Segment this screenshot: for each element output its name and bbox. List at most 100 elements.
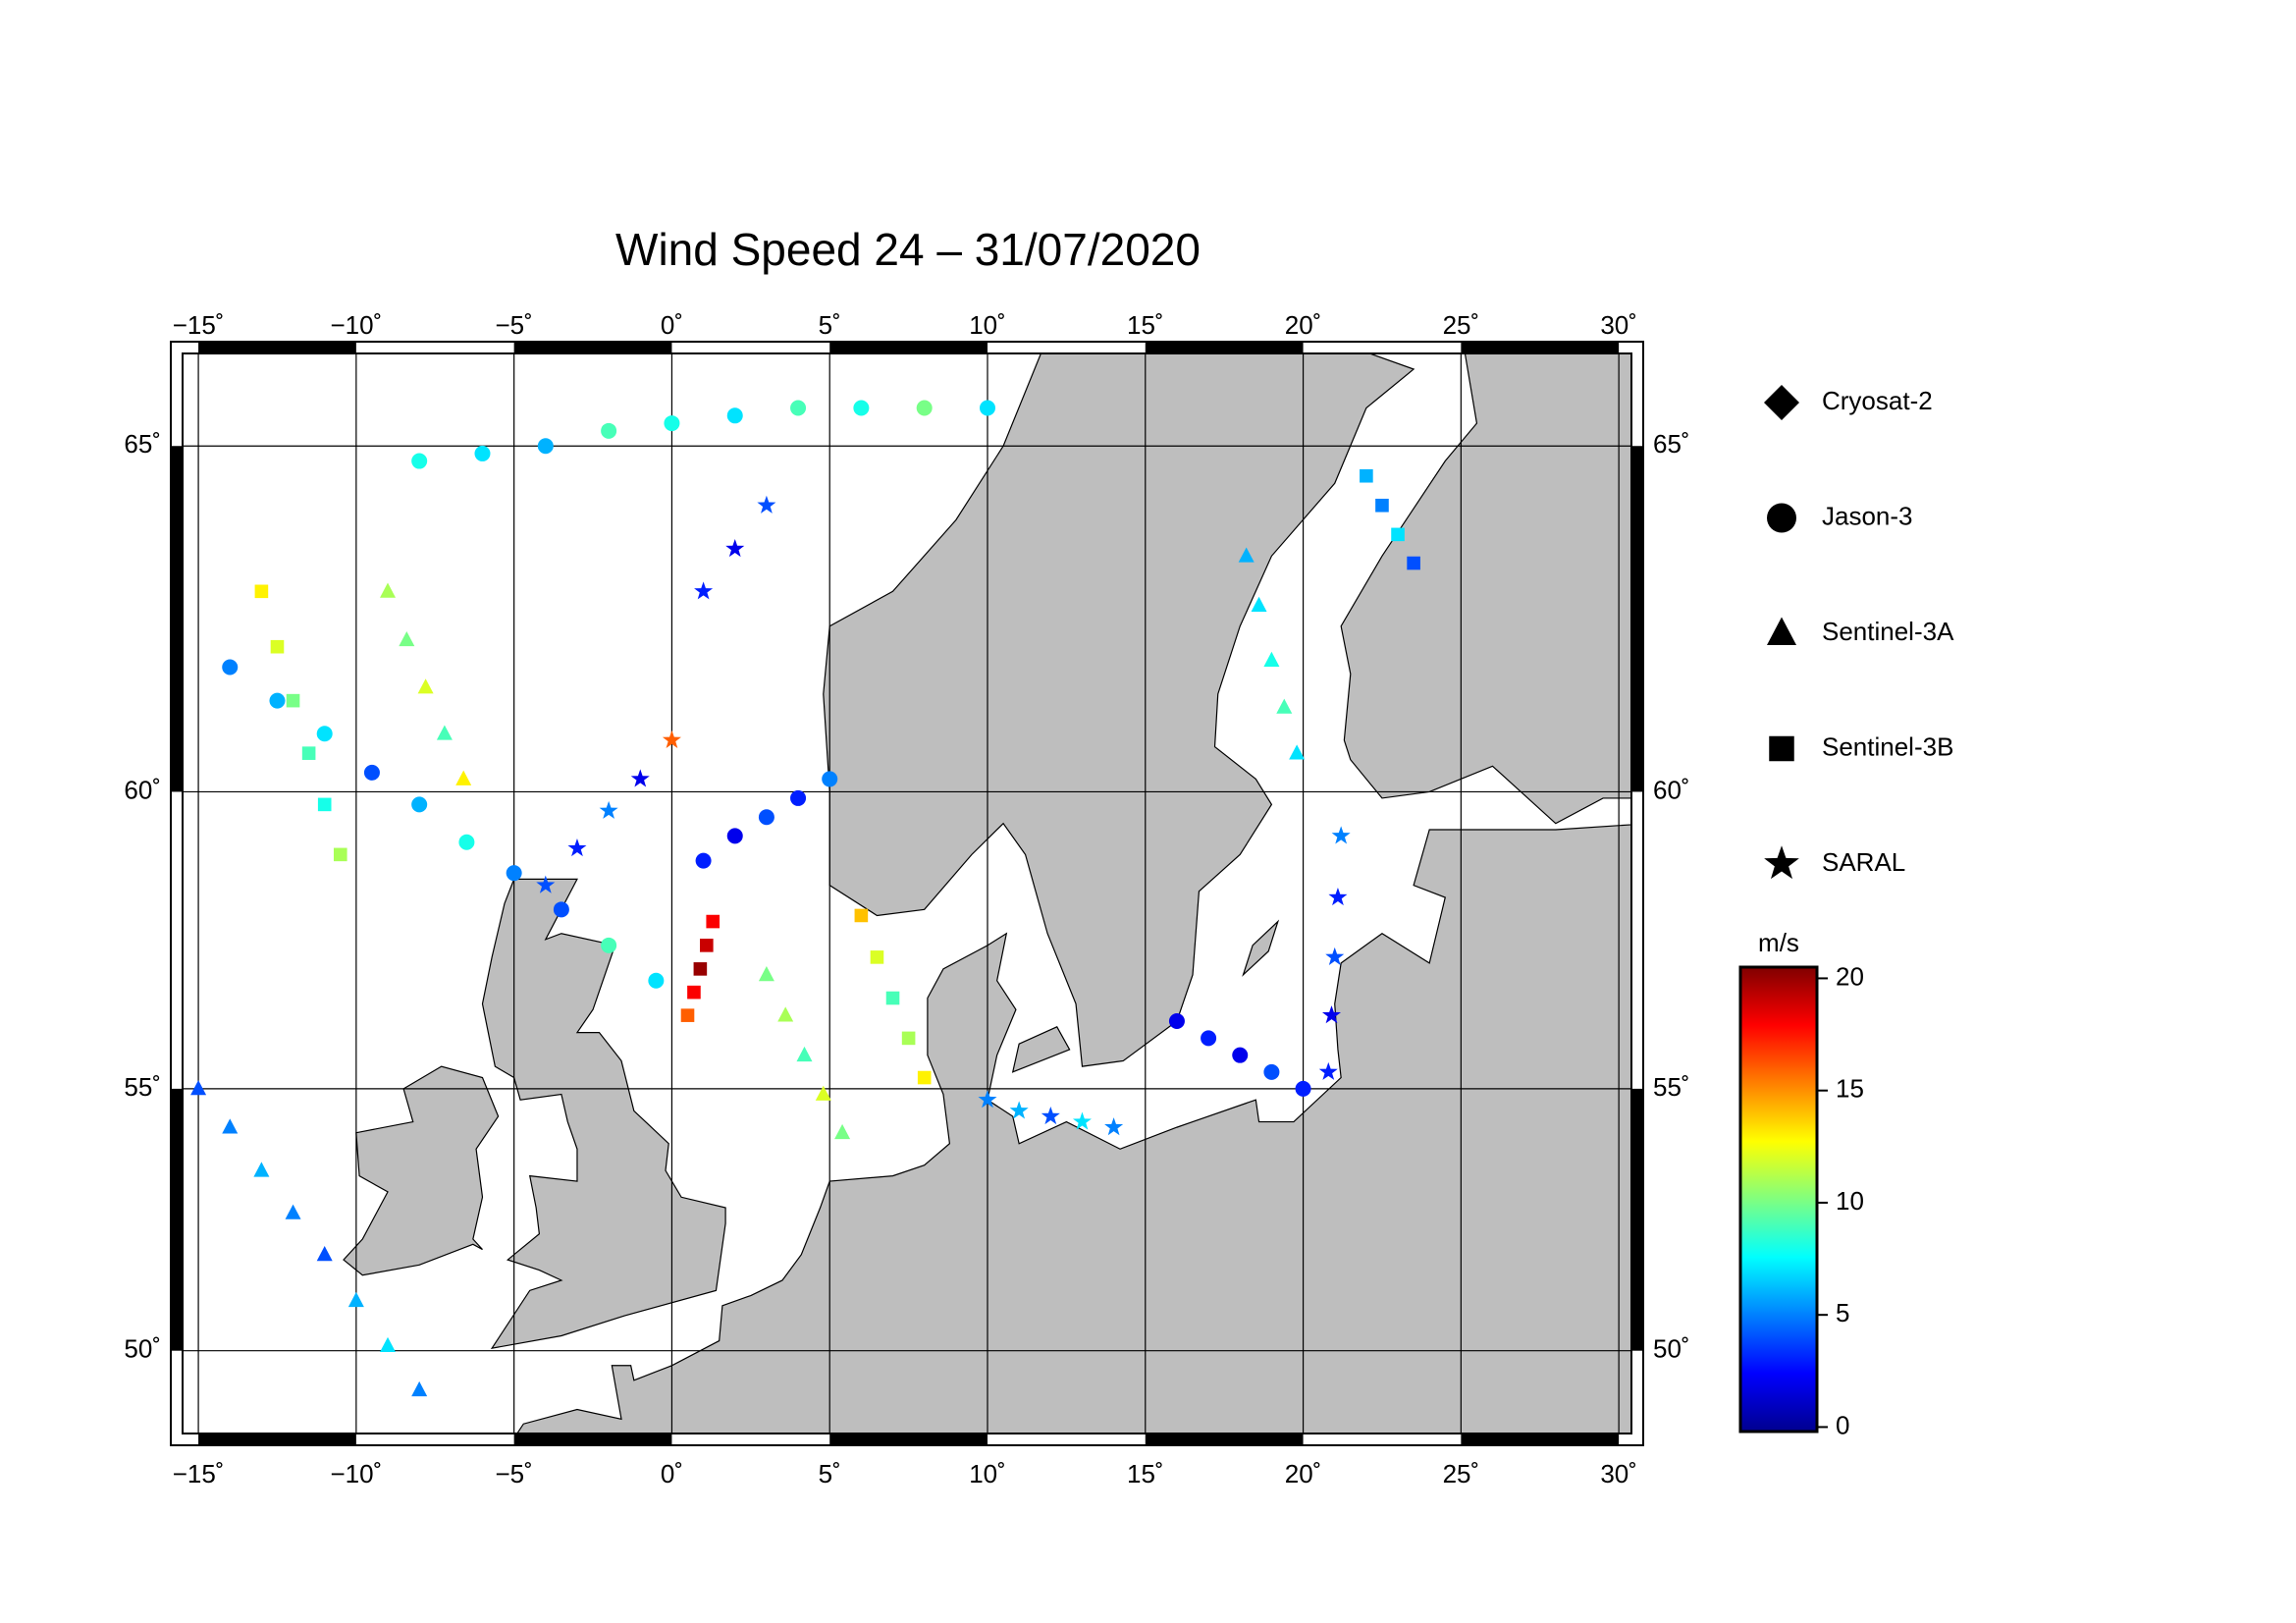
frame-segment xyxy=(1631,1088,1643,1351)
data-point xyxy=(777,1006,794,1022)
x-tick-label: 0˚ xyxy=(661,1459,683,1488)
data-point xyxy=(916,400,933,416)
legend-marker xyxy=(1764,385,1799,420)
data-point xyxy=(316,726,333,742)
x-tick-label: 10˚ xyxy=(969,1459,1006,1488)
frame-segment xyxy=(829,1434,988,1445)
data-point xyxy=(222,659,239,676)
y-tick-label: 55˚ xyxy=(124,1072,161,1102)
legend-marker xyxy=(1767,617,1796,645)
legend-marker xyxy=(1769,735,1794,762)
legend-label: Jason-3 xyxy=(1822,501,1913,530)
data-point xyxy=(834,1123,851,1140)
data-point xyxy=(1232,1047,1249,1063)
land-mass xyxy=(1340,353,1631,825)
data-point xyxy=(380,1336,397,1353)
points xyxy=(190,400,1420,1397)
colorbar-tick-label: 0 xyxy=(1836,1410,1849,1439)
data-point xyxy=(286,693,300,708)
legend-label: SARAL xyxy=(1822,847,1905,877)
data-point xyxy=(316,1246,333,1262)
data-point xyxy=(270,639,285,654)
data-point xyxy=(536,875,556,893)
x-tick-label: −15˚ xyxy=(173,1459,225,1488)
data-point xyxy=(870,950,884,964)
legend: Cryosat-2 Jason-3 Sentinel-3A Sentinel-3B SA… xyxy=(1764,385,1954,880)
y-tick-label: 50˚ xyxy=(124,1334,161,1364)
frame-segment xyxy=(171,1088,183,1351)
x-tick-label: 30˚ xyxy=(1600,1459,1637,1488)
frame-segment xyxy=(1631,446,1643,792)
y-tick-label: 65˚ xyxy=(124,429,161,459)
colorbar-tick-label: 15 xyxy=(1836,1074,1864,1104)
y-tick-label: 65˚ xyxy=(1653,429,1690,459)
data-point xyxy=(706,914,721,929)
colorbar-label: m/s xyxy=(1758,928,1799,957)
data-point xyxy=(411,453,428,469)
data-point xyxy=(601,937,617,953)
data-point xyxy=(1318,1061,1338,1080)
data-point xyxy=(700,939,714,952)
data-point xyxy=(725,538,745,558)
data-point xyxy=(980,400,995,416)
data-point xyxy=(790,789,807,806)
data-point xyxy=(363,764,380,781)
data-point xyxy=(1289,744,1306,760)
data-point xyxy=(1072,1111,1092,1130)
data-point xyxy=(190,1080,207,1096)
data-point xyxy=(253,1162,270,1177)
frame-segment xyxy=(171,446,183,792)
data-point xyxy=(687,985,701,1000)
legend-label: Sentinel-3B xyxy=(1822,731,1953,761)
y-tick-label: 60˚ xyxy=(124,775,161,804)
data-point xyxy=(758,809,774,826)
data-point xyxy=(222,1118,239,1134)
data-point xyxy=(1331,826,1351,844)
x-tick-label: −15˚ xyxy=(173,310,225,340)
land-mass xyxy=(343,1065,500,1276)
data-point xyxy=(630,769,650,787)
data-point xyxy=(553,901,569,918)
data-point xyxy=(662,730,681,748)
data-point xyxy=(1201,1030,1217,1047)
data-point xyxy=(790,400,807,416)
frame-segment xyxy=(1145,342,1304,353)
plot-border xyxy=(182,352,1632,1434)
legend-label: Sentinel-3A xyxy=(1822,617,1954,646)
data-point xyxy=(254,584,269,599)
data-point xyxy=(474,445,491,461)
data-point xyxy=(1104,1117,1124,1136)
x-tick-label: −10˚ xyxy=(330,1459,382,1488)
land-mass xyxy=(823,353,1415,1067)
land xyxy=(343,353,1631,1434)
grid xyxy=(183,353,1631,1434)
x-tick-label: 25˚ xyxy=(1443,310,1480,340)
x-tick-label: 5˚ xyxy=(819,310,841,340)
data-point xyxy=(1325,947,1345,965)
data-point xyxy=(269,692,286,709)
frame-segment xyxy=(829,342,988,353)
data-point xyxy=(1251,596,1267,612)
data-point xyxy=(333,847,347,862)
frame-segment xyxy=(198,342,356,353)
data-point xyxy=(1375,498,1389,513)
x-tick-label: 15˚ xyxy=(1127,310,1164,340)
x-tick-label: −5˚ xyxy=(495,1459,532,1488)
data-point xyxy=(815,1085,831,1101)
data-point xyxy=(726,407,743,424)
data-point xyxy=(796,1046,813,1062)
x-tick-label: 5˚ xyxy=(819,1459,841,1488)
data-point xyxy=(1276,698,1293,714)
x-tick-label: 15˚ xyxy=(1127,1459,1164,1488)
data-point xyxy=(1168,1012,1185,1029)
data-point xyxy=(411,796,428,813)
data-point xyxy=(664,415,680,432)
data-point xyxy=(1295,1080,1311,1097)
colorbar-tick-label: 5 xyxy=(1836,1298,1849,1327)
data-point xyxy=(436,725,453,740)
frame-segment xyxy=(513,1434,672,1445)
data-point xyxy=(301,746,316,760)
data-point xyxy=(1041,1106,1060,1125)
data-point xyxy=(693,962,708,976)
data-point xyxy=(1391,527,1405,542)
